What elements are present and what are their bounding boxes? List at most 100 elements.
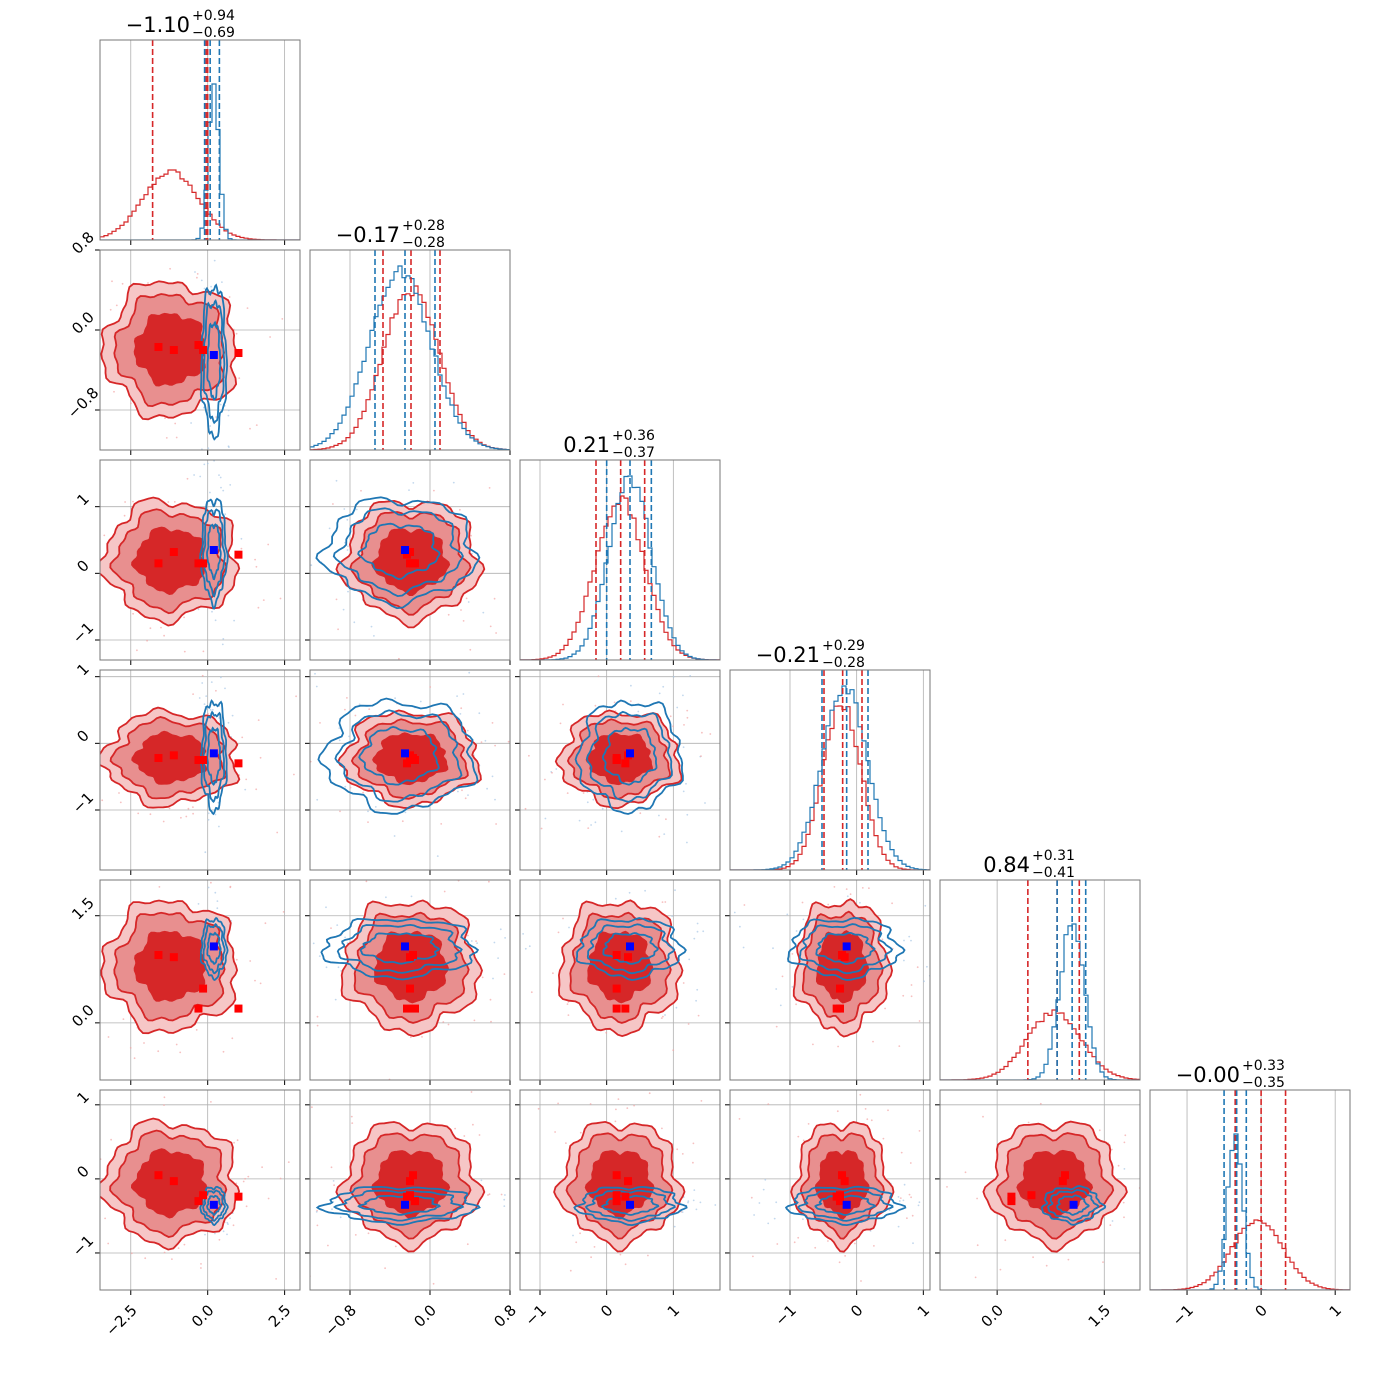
red-marker — [199, 756, 208, 764]
blue-contour-1 — [202, 508, 226, 598]
blue-sample-dot — [846, 895, 849, 898]
blue-histogram — [100, 83, 300, 240]
red-marker — [199, 1191, 208, 1200]
red-sample-dot — [775, 1025, 778, 1028]
blue-sample-dot — [419, 700, 422, 703]
red-sample-dot — [837, 1045, 839, 1048]
blue-sample-dot — [742, 946, 745, 949]
red-sample-dot — [175, 1043, 178, 1046]
red-sample-dot — [639, 812, 642, 815]
red-sample-dot — [861, 887, 864, 889]
blue-sample-dot — [772, 947, 774, 950]
blue-sample-dot — [504, 937, 506, 939]
blue-sample-dot — [692, 1199, 695, 1202]
red-sample-dot — [752, 1255, 754, 1258]
red-sample-dot — [908, 1193, 911, 1196]
red-sample-dot — [200, 1263, 202, 1265]
blue-contour-0 — [573, 1185, 688, 1227]
red-sample-dot — [255, 788, 258, 791]
blue-sample-dot — [190, 422, 193, 424]
red-sample-dot — [793, 1241, 796, 1244]
red-sample-dot — [360, 489, 362, 492]
red-marker — [234, 759, 243, 768]
red-sample-dot — [738, 1118, 741, 1120]
red-sample-dot — [269, 336, 271, 338]
red-sample-dot — [61, 415, 63, 417]
red-sample-dot — [163, 1104, 165, 1106]
blue-contour-1 — [584, 1189, 676, 1222]
red-sample-dot — [480, 741, 483, 744]
red-sample-dot — [511, 1200, 513, 1202]
blue-sample-dot — [203, 703, 206, 705]
panel-frame — [729, 879, 931, 1081]
blue-contour-0 — [199, 916, 229, 982]
blue-sample-dot — [404, 811, 407, 814]
blue-contour-0 — [315, 1185, 481, 1226]
contour-panel: −1 0 1 — [725, 1076, 933, 1330]
red-sample-dot — [902, 854, 904, 856]
red-marker — [836, 984, 844, 993]
blue-sample-dot — [699, 1201, 702, 1204]
x-tick-label: 1.5 — [1085, 1301, 1115, 1331]
red-marker — [154, 754, 163, 762]
blue-sample-dot — [452, 481, 455, 484]
red-sample-dot — [700, 1100, 703, 1102]
red-sample-dot — [464, 797, 467, 800]
red-contour-inner — [133, 312, 206, 387]
red-sample-dot — [339, 810, 341, 813]
red-sample-dot — [801, 901, 804, 904]
blue-contour-2 — [600, 1194, 660, 1216]
red-sample-dot — [1111, 1148, 1113, 1151]
red-sample-dot — [544, 778, 546, 781]
blue-sample-dot — [412, 482, 415, 484]
blue-sample-dot — [590, 824, 592, 826]
red-sample-dot — [870, 1119, 873, 1122]
red-sample-dot — [500, 1193, 503, 1196]
blue-sample-dot — [213, 259, 216, 262]
blue-sample-dot — [206, 462, 209, 465]
blue-sample-dot — [211, 708, 214, 711]
red-sample-dot — [478, 1134, 481, 1136]
red-marker — [621, 1192, 630, 1201]
blue-sample-dot — [503, 1198, 506, 1201]
blue-sample-dot — [348, 735, 350, 738]
red-sample-dot — [665, 818, 667, 821]
blue-sample-dot — [315, 1211, 318, 1213]
red-marker — [612, 1197, 621, 1206]
red-marker — [403, 550, 411, 559]
blue-sample-dot — [385, 896, 387, 899]
red-sample-dot — [557, 1102, 559, 1105]
red-sample-dot — [686, 716, 689, 719]
blue-sample-dot — [674, 889, 676, 892]
blue-contour-0 — [317, 697, 479, 815]
red-sample-dot — [462, 620, 465, 622]
blue-sample-dot — [492, 977, 494, 980]
red-sample-dot — [195, 1029, 198, 1031]
blue-sample-dot — [497, 957, 499, 959]
red-sample-dot — [807, 1123, 810, 1125]
blue-sample-dot — [721, 943, 723, 945]
histogram-panel: −0.00 +0.33−0.35 −1 0 1 — [1149, 1058, 1351, 1330]
blue-sample-dot — [486, 787, 488, 790]
y-tick-label: 1 — [73, 1088, 92, 1107]
red-sample-dot — [999, 1268, 1002, 1271]
blue-sample-dot — [410, 895, 413, 898]
red-marker — [411, 756, 419, 764]
red-sample-dot — [443, 890, 446, 893]
blue-contour-0 — [315, 496, 481, 610]
panel-title: −0.00 — [1176, 1063, 1240, 1087]
red-sample-dot — [490, 1020, 492, 1023]
red-marker — [621, 759, 630, 768]
blue-sample-dot — [312, 942, 315, 945]
blue-sample-dot — [194, 271, 196, 273]
blue-contour-1 — [798, 923, 894, 975]
blue-sample-dot — [908, 935, 911, 938]
panel-content — [1150, 1090, 1350, 1290]
red-marker — [838, 1171, 846, 1180]
panel-content — [511, 1090, 720, 1290]
red-sample-dot — [672, 1049, 675, 1051]
red-sample-dot — [911, 1214, 914, 1217]
red-sample-dot — [781, 975, 784, 978]
red-sample-dot — [879, 1076, 881, 1078]
red-sample-dot — [235, 958, 238, 961]
